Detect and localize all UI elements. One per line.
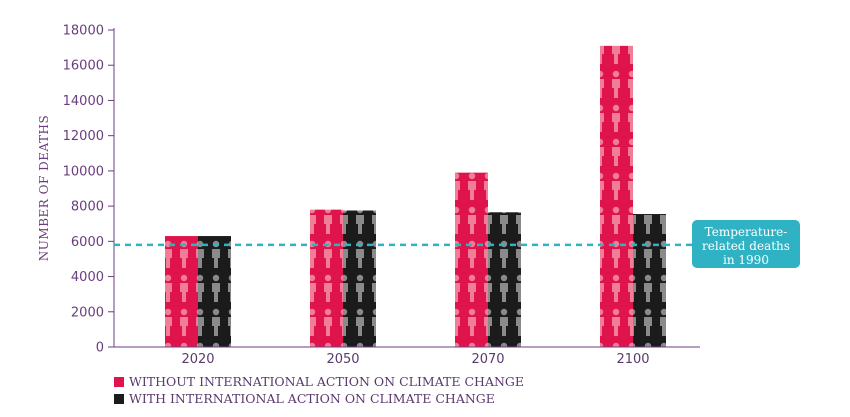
y-tick-label: 12000 [63,129,104,144]
reference-annotation-line: related deaths [702,239,790,253]
bar-without-action-2070 [455,172,488,347]
legend-item-with: WITH INTERNATIONAL ACTION ON CLIMATE CHA… [114,391,495,406]
y-tick-label: 2000 [71,305,104,320]
legend-label-with: WITH INTERNATIONAL ACTION ON CLIMATE CHA… [129,391,495,406]
reference-annotation-box [692,220,800,268]
y-tick-label: 14000 [63,94,104,109]
bar-without-action-2020 [165,236,198,347]
reference-annotation-line: Temperature- [705,225,788,239]
bar-with-action-2100 [633,214,666,347]
x-tick-label-2070: 2070 [471,352,504,367]
x-tick-label-2050: 2050 [326,352,359,367]
x-tick-label-2020: 2020 [181,352,214,367]
y-tick-label: 4000 [71,270,104,285]
y-tick-label: 6000 [71,235,104,250]
legend-swatch-with [114,393,124,404]
legend-label-without: WITHOUT INTERNATIONAL ACTION ON CLIMATE … [129,374,525,389]
y-tick-label: 16000 [63,59,104,74]
y-tick-label: 8000 [71,200,104,215]
y-axis-label: NUMBER OF DEATHS [37,115,51,261]
bar-without-action-2100 [600,45,633,347]
bar-with-action-2070 [488,212,521,347]
legend-swatch-without [114,376,124,387]
legend-item-without: WITHOUT INTERNATIONAL ACTION ON CLIMATE … [114,374,524,389]
y-tick-label: 0 [96,341,104,356]
y-tick-label: 18000 [63,24,104,39]
bar-with-action-2020 [198,236,231,347]
reference-annotation-line: in 1990 [723,253,769,267]
bar-without-action-2050 [310,209,343,347]
x-tick-label-2100: 2100 [616,352,649,367]
bar-with-action-2050 [343,210,376,347]
y-tick-label: 10000 [63,164,104,179]
